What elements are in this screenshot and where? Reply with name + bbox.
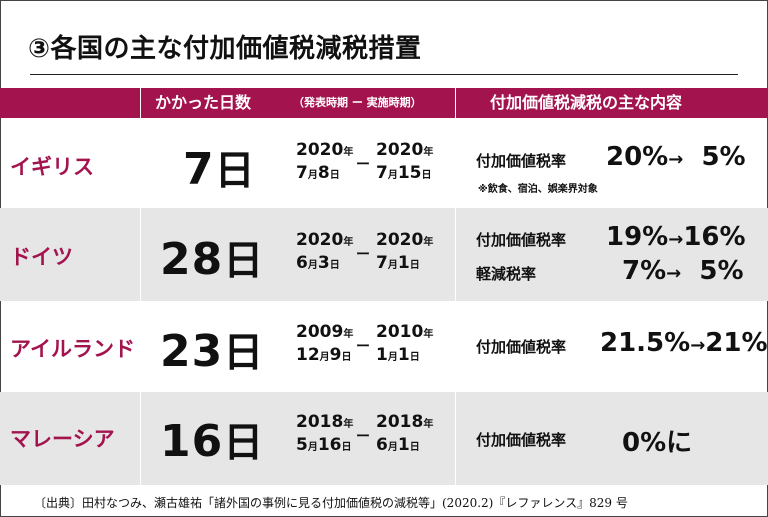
rate-label: 付加価値税率 [476,152,567,170]
rate-change: 0%に [622,428,693,458]
table-row: イギリス 7日 2020年 7月8日 ー 2020年 7月15日 付加価値税率 20… [0,118,768,211]
implement-date: 2020年 7月15日 [376,140,434,183]
announce-date: 2020年 7月8日 [296,140,354,183]
country-name: イギリス [10,155,94,179]
rate-label: 付加価値税率 [476,338,567,356]
announce-date: 2009年 12月9日 [296,322,354,365]
implement-date: 2018年 6月1日 [376,412,434,455]
period-dash: ー [356,339,370,355]
column-divider [455,88,456,490]
scope-note: ※飲食、宿泊、娯楽界対象 [478,184,598,195]
announce-date: 2018年 5月16日 [296,412,354,455]
days-count: 16日 [160,416,265,467]
days-count: 7日 [183,144,256,195]
table-row: アイルランド 23日 2009年 12月9日 ー 2010年 1月1日 付加価値税率… [0,300,768,393]
country-name: アイルランド [10,337,135,361]
country-name: マレーシア [10,427,115,451]
period-dash: ー [356,429,370,445]
reduced-rate-change: 7%→ 5% [622,256,744,286]
page-title: ③各国の主な付加価値税減税措置 [28,34,422,64]
title-underline [30,74,738,75]
implement-date: 2020年 7月1日 [376,230,434,273]
rate-change: 20%→ 5% [606,142,746,172]
header-content: 付加価値税減税の主な内容 [490,93,683,112]
rate-change: 21.5%→21% [600,328,768,358]
period-dash: ー [356,247,370,263]
column-divider [140,88,141,490]
rate-label: 付加価値税率 [476,431,567,449]
rate-change: 19%→16% [606,222,746,252]
rate-label: 付加価値税率 [476,231,567,249]
days-count: 28日 [160,234,265,285]
country-name: ドイツ [10,245,73,269]
announce-date: 2020年 6月3日 [296,230,354,273]
reduced-rate-label: 軽減税率 [476,265,537,283]
implement-date: 2010年 1月1日 [376,322,434,365]
table-row: ドイツ 28日 2020年 6月3日 ー 2020年 7月1日 付加価値税率 19%… [0,208,768,301]
days-count: 23日 [160,326,265,377]
header-days: かかった日数 [155,93,252,112]
table-row: マレーシア 16日 2018年 5月16日 ー 2018年 6月1日 付加価値税率 … [0,392,768,485]
header-period: （発表時期 ー 実施時期） [293,96,422,109]
period-dash: ー [356,157,370,173]
source-citation: 〔出典〕田村なつみ、瀬古雄祐「諸外国の事例に見る付加価値税の減税等」(2020.… [34,496,628,510]
table-header: かかった日数 （発表時期 ー 実施時期） 付加価値税減税の主な内容 [0,88,768,118]
